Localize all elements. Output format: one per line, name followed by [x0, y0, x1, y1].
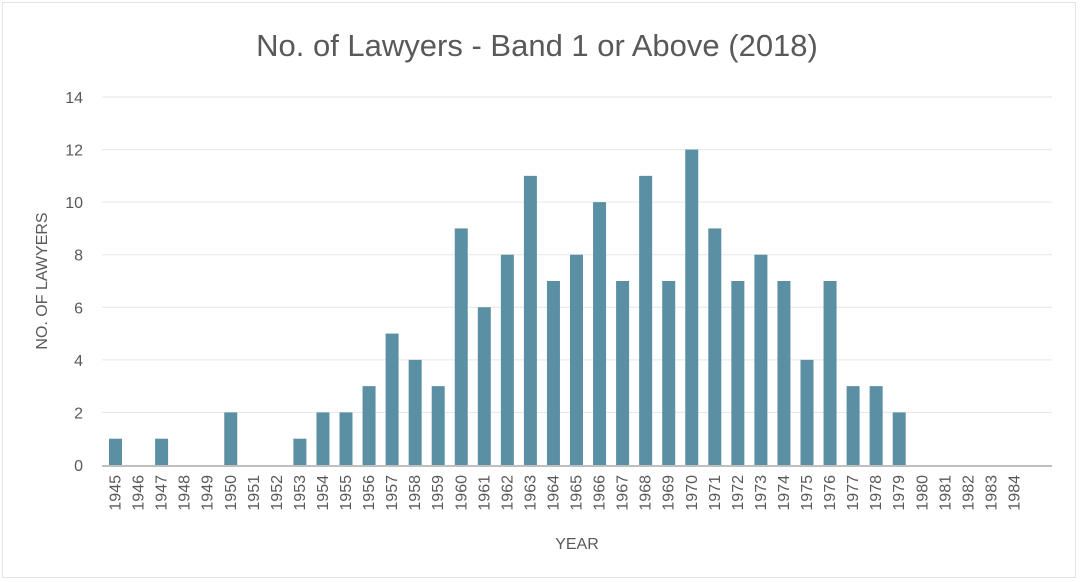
- y-tick-label: 2: [74, 405, 83, 422]
- bar-1973: [754, 254, 768, 465]
- x-tick-label: 1968: [638, 475, 655, 511]
- x-tick-label: 1978: [868, 475, 885, 511]
- bar-1957: [385, 333, 399, 465]
- x-tick-label: 1962: [499, 475, 516, 511]
- x-axis-title: YEAR: [555, 536, 599, 553]
- y-axis-tick-labels: 0 2 4 6 8 10 12 14: [65, 90, 83, 475]
- bar-1975: [800, 359, 814, 465]
- x-tick-label: 1979: [891, 475, 908, 511]
- x-tick-label: 1948: [177, 475, 194, 511]
- bar-1947: [155, 438, 169, 465]
- x-tick-label: 1963: [522, 475, 539, 511]
- x-tick-label: 1983: [983, 475, 1000, 511]
- bar-1959: [431, 386, 445, 465]
- x-tick-label: 1967: [615, 475, 632, 511]
- bar-1950: [224, 412, 238, 465]
- chart-title: No. of Lawyers - Band 1 or Above (2018): [256, 28, 818, 63]
- x-tick-label: 1984: [1006, 475, 1023, 511]
- bar-1960: [454, 228, 468, 465]
- x-tick-label: 1974: [776, 475, 793, 511]
- bar-1965: [570, 254, 583, 465]
- x-tick-label: 1949: [200, 475, 217, 511]
- x-tick-label: 1981: [937, 475, 954, 511]
- x-tick-label: 1947: [154, 475, 171, 511]
- bars: [109, 149, 906, 466]
- x-tick-label: 1975: [799, 475, 816, 511]
- bar-1966: [593, 202, 607, 465]
- x-tick-label: 1950: [223, 475, 240, 511]
- bar-1953: [293, 438, 307, 465]
- bar-1963: [523, 175, 537, 466]
- x-tick-label: 1972: [730, 475, 747, 511]
- x-tick-label: 1958: [407, 475, 424, 511]
- y-tick-label: 4: [74, 353, 83, 370]
- x-tick-label: 1976: [822, 475, 839, 511]
- y-axis-title: NO. OF LAWYERS: [34, 212, 51, 349]
- x-tick-label: 1956: [361, 475, 378, 511]
- bar-1962: [500, 254, 514, 465]
- bar-1956: [362, 386, 376, 465]
- bar-1976: [823, 281, 837, 465]
- x-tick-label: 1952: [269, 475, 286, 511]
- y-tick-label: 6: [74, 300, 83, 317]
- x-tick-label: 1971: [707, 475, 724, 511]
- bar-1945: [109, 438, 122, 465]
- bar-1961: [477, 307, 491, 465]
- x-tick-label: 1964: [545, 475, 562, 511]
- bar-1955: [339, 412, 353, 465]
- x-tick-label: 1954: [315, 475, 332, 511]
- x-tick-label: 1977: [845, 475, 862, 511]
- x-tick-label: 1970: [684, 475, 701, 511]
- x-tick-label: 1966: [592, 475, 609, 511]
- x-tick-label: 1982: [960, 475, 977, 511]
- x-tick-label: 1959: [430, 475, 447, 511]
- x-tick-label: 1965: [569, 475, 586, 511]
- y-tick-label: 0: [74, 458, 83, 475]
- y-tick-label: 12: [65, 143, 83, 160]
- x-tick-label: 1953: [292, 475, 309, 511]
- gridlines: [102, 96, 1052, 413]
- bar-1964: [546, 281, 560, 465]
- bar-1967: [616, 281, 630, 465]
- bar-1969: [662, 281, 676, 465]
- y-tick-label: 10: [65, 195, 83, 212]
- x-tick-label: 1946: [131, 475, 148, 511]
- bar-1979: [892, 412, 906, 465]
- bar-1968: [639, 175, 653, 466]
- x-tick-label: 1961: [476, 475, 493, 511]
- x-tick-label: 1969: [661, 475, 678, 511]
- bar-1972: [731, 281, 745, 465]
- bar-1954: [316, 412, 330, 465]
- x-tick-label: 1960: [453, 475, 470, 511]
- bar-1978: [869, 386, 883, 465]
- bar-1977: [846, 386, 860, 465]
- y-tick-label: 14: [65, 90, 83, 107]
- bar-1970: [685, 149, 699, 465]
- y-tick-label: 8: [74, 248, 83, 265]
- bar-1958: [408, 359, 422, 465]
- x-tick-label: 1973: [753, 475, 770, 511]
- bar-1971: [708, 228, 722, 465]
- x-tick-label: 1945: [108, 475, 125, 511]
- x-tick-label: 1955: [338, 475, 355, 511]
- x-tick-label: 1980: [914, 475, 931, 511]
- bar-1974: [777, 281, 791, 465]
- x-tick-label: 1957: [384, 475, 401, 511]
- x-tick-label: 1951: [246, 475, 263, 511]
- x-axis-tick-labels: 1945 1946 1947 1948 1949 1950 1951 1952 1953 1954…: [108, 475, 1024, 511]
